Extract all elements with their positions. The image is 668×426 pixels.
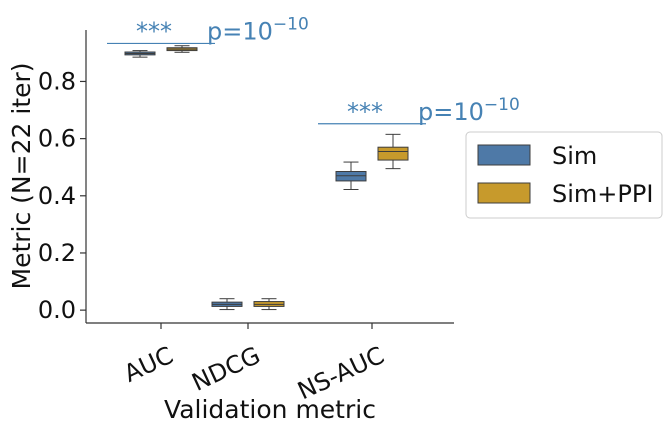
box-body <box>377 146 409 161</box>
axes <box>85 30 454 324</box>
x-tick-label: NDCG <box>188 341 265 397</box>
box-sim-ndcg <box>211 298 243 311</box>
legend-item-sim-ppi: Sim+PPI <box>477 180 653 208</box>
y-tick-label: 0.4 <box>38 182 76 210</box>
box-sim-ppi-auc <box>166 45 198 53</box>
legend: Sim Sim+PPI <box>465 131 663 219</box>
box-sim-ns-auc <box>335 161 367 191</box>
x-axis-title: Validation metric <box>164 395 376 421</box>
significance-ns-auc: *** p=10−10 <box>318 95 520 126</box>
y-axis-title: Metric (N=22 iter) <box>7 63 36 290</box>
legend-item-sim: Sim <box>477 142 597 170</box>
legend-label: Sim <box>552 142 597 170</box>
p-value-label: p=10−10 <box>207 14 309 45</box>
legend-label: Sim+PPI <box>552 180 653 208</box>
boxes <box>124 45 409 311</box>
y-tick-label: 0.6 <box>38 125 76 153</box>
y-tick-label: 0.2 <box>38 239 76 267</box>
p-value-label: p=10−10 <box>418 95 520 126</box>
y-tick-label: 0.0 <box>38 296 76 324</box>
annotations: *** p=10−10 *** p=10−10 <box>107 14 520 126</box>
x-tick-label: AUC <box>120 341 178 388</box>
box-sim-auc <box>124 50 156 58</box>
significance-stars: *** <box>136 17 172 45</box>
significance-auc: *** p=10−10 <box>107 14 309 45</box>
significance-stars: *** <box>347 98 383 126</box>
box-sim-ppi-ndcg <box>253 298 285 311</box>
legend-swatch <box>477 182 531 204</box>
legend-swatch <box>477 144 531 166</box>
y-tick-label: 0.8 <box>38 67 76 95</box>
box-sim-ppi-ns-auc <box>377 133 409 170</box>
